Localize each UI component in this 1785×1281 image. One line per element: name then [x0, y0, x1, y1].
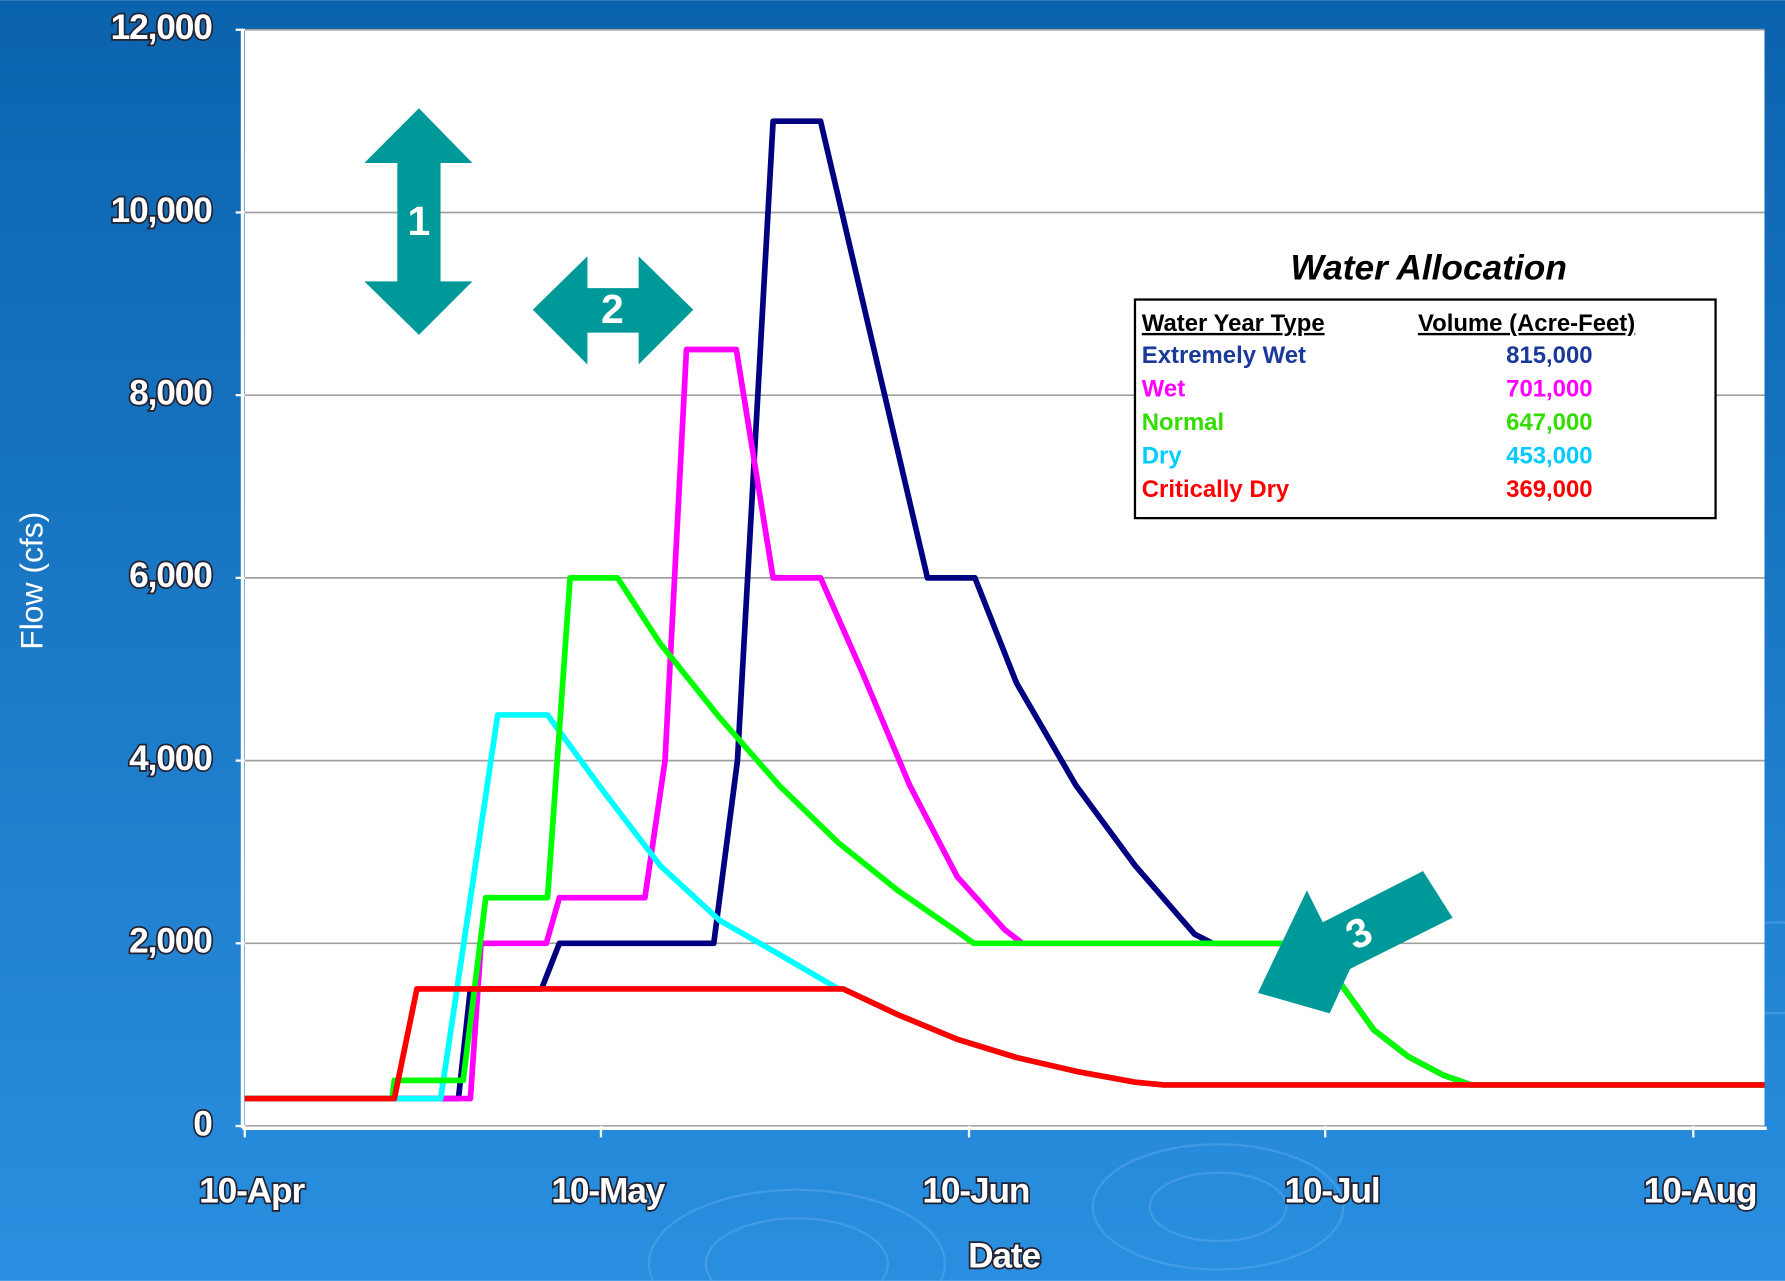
y-tick-label: 6,000	[129, 556, 212, 595]
y-tick-label: 12,000	[111, 8, 213, 47]
y-tick-label: 4,000	[129, 739, 212, 778]
table-header: Water Year Type	[1142, 310, 1325, 337]
x-tick-label: 10-May	[551, 1172, 665, 1211]
arrow-horizontal	[532, 256, 694, 365]
table-title: Water Allocation	[1290, 248, 1566, 287]
table-name: Dry	[1142, 443, 1183, 470]
y-tick-label: 0	[193, 1104, 212, 1143]
y-tick-label: 8,000	[129, 374, 212, 413]
table-name: Critically Dry	[1142, 476, 1290, 503]
lines	[244, 118, 1765, 1102]
table-header: Volume (Acre-Feet)	[1418, 310, 1635, 337]
ticks: 0 2,000 4,000 6,000 8,000 10,000 12,000 10-Apr 1…	[109, 6, 1759, 1212]
y-tick-label: 2,000	[129, 922, 212, 961]
table-volume: 369,000	[1506, 476, 1592, 503]
table-volume: 453,000	[1506, 443, 1592, 470]
table-name: Extremely Wet	[1142, 342, 1306, 369]
x-tick-label: 10-Jun	[922, 1172, 1029, 1211]
y-tick-label: 10,000	[111, 191, 213, 230]
table-volume: 815,000	[1506, 342, 1592, 369]
table-name: Normal	[1142, 409, 1224, 436]
annotation: 1	[408, 198, 431, 244]
x-tick-label: 10-Aug	[1644, 1172, 1757, 1211]
ripples	[647, 921, 1785, 1281]
table-rows: Extremely Wet 815,000 Wet 701,000 Normal 647,…	[1142, 342, 1593, 503]
y-axis-label: Flow (cfs)	[14, 512, 50, 650]
table-volume: 701,000	[1506, 375, 1592, 402]
series-line	[244, 986, 1765, 1102]
x-tick-label: 10-Apr	[199, 1172, 305, 1211]
x-tick-label: 10-Jul	[1284, 1172, 1379, 1211]
table-box	[1133, 298, 1717, 520]
arrow-diagonal	[1257, 871, 1453, 1014]
arrow-vertical	[364, 108, 473, 335]
annotation: 2	[601, 286, 624, 332]
table-name: Wet	[1142, 375, 1185, 402]
table-volume: 647,000	[1506, 409, 1592, 436]
x-axis-label: Date	[968, 1236, 1040, 1275]
